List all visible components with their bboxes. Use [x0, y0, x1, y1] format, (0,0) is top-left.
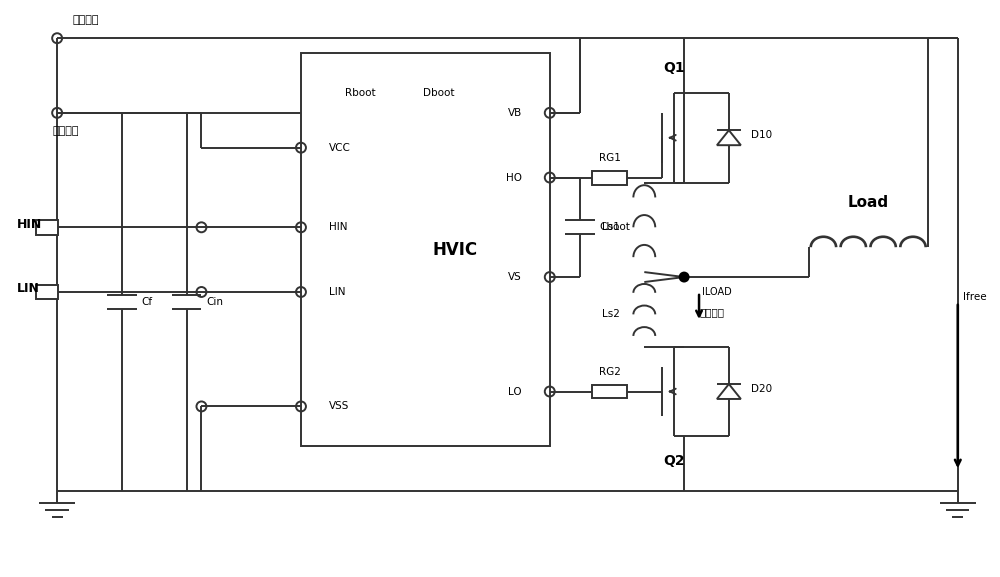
Bar	[343, 106, 378, 120]
Text: Ls2: Ls2	[602, 309, 619, 320]
Polygon shape	[717, 384, 741, 399]
Text: 低压电源: 低压电源	[52, 126, 79, 136]
Text: HIN: HIN	[329, 222, 347, 233]
Text: VS: VS	[508, 272, 522, 282]
Text: Q2: Q2	[663, 454, 685, 468]
Text: Q1: Q1	[663, 61, 685, 75]
Text: RG2: RG2	[599, 366, 620, 377]
Text: Load: Load	[848, 195, 889, 210]
Text: 续流路径: 续流路径	[699, 307, 724, 317]
Polygon shape	[431, 102, 445, 124]
Bar	[592, 171, 627, 185]
Text: D10: D10	[751, 130, 772, 140]
Text: LIN: LIN	[17, 283, 40, 295]
Text: LO: LO	[508, 387, 522, 396]
Text: HIN: HIN	[17, 218, 43, 231]
Text: Cboot: Cboot	[600, 222, 630, 233]
Text: VB: VB	[508, 108, 522, 118]
Text: Cf: Cf	[142, 297, 153, 307]
Text: Rboot: Rboot	[345, 88, 376, 98]
Text: D20: D20	[751, 384, 772, 394]
Text: Ifree: Ifree	[963, 292, 986, 302]
Text: HO: HO	[506, 173, 522, 182]
Text: HVIC: HVIC	[433, 241, 478, 258]
Text: Dboot: Dboot	[423, 88, 454, 98]
Text: RG1: RG1	[599, 153, 620, 163]
Text: VSS: VSS	[329, 402, 349, 411]
Polygon shape	[717, 130, 741, 145]
Bar	[36, 284, 58, 299]
Bar	[592, 384, 627, 399]
Bar	[301, 53, 550, 446]
Text: VCC: VCC	[329, 143, 351, 153]
Text: ILOAD: ILOAD	[702, 287, 732, 297]
Text: LIN: LIN	[329, 287, 345, 297]
Text: Ls1: Ls1	[602, 222, 619, 233]
Text: 母线电压: 母线电压	[72, 16, 99, 25]
Circle shape	[679, 272, 690, 283]
Bar	[36, 220, 58, 235]
Text: Cin: Cin	[206, 297, 223, 307]
